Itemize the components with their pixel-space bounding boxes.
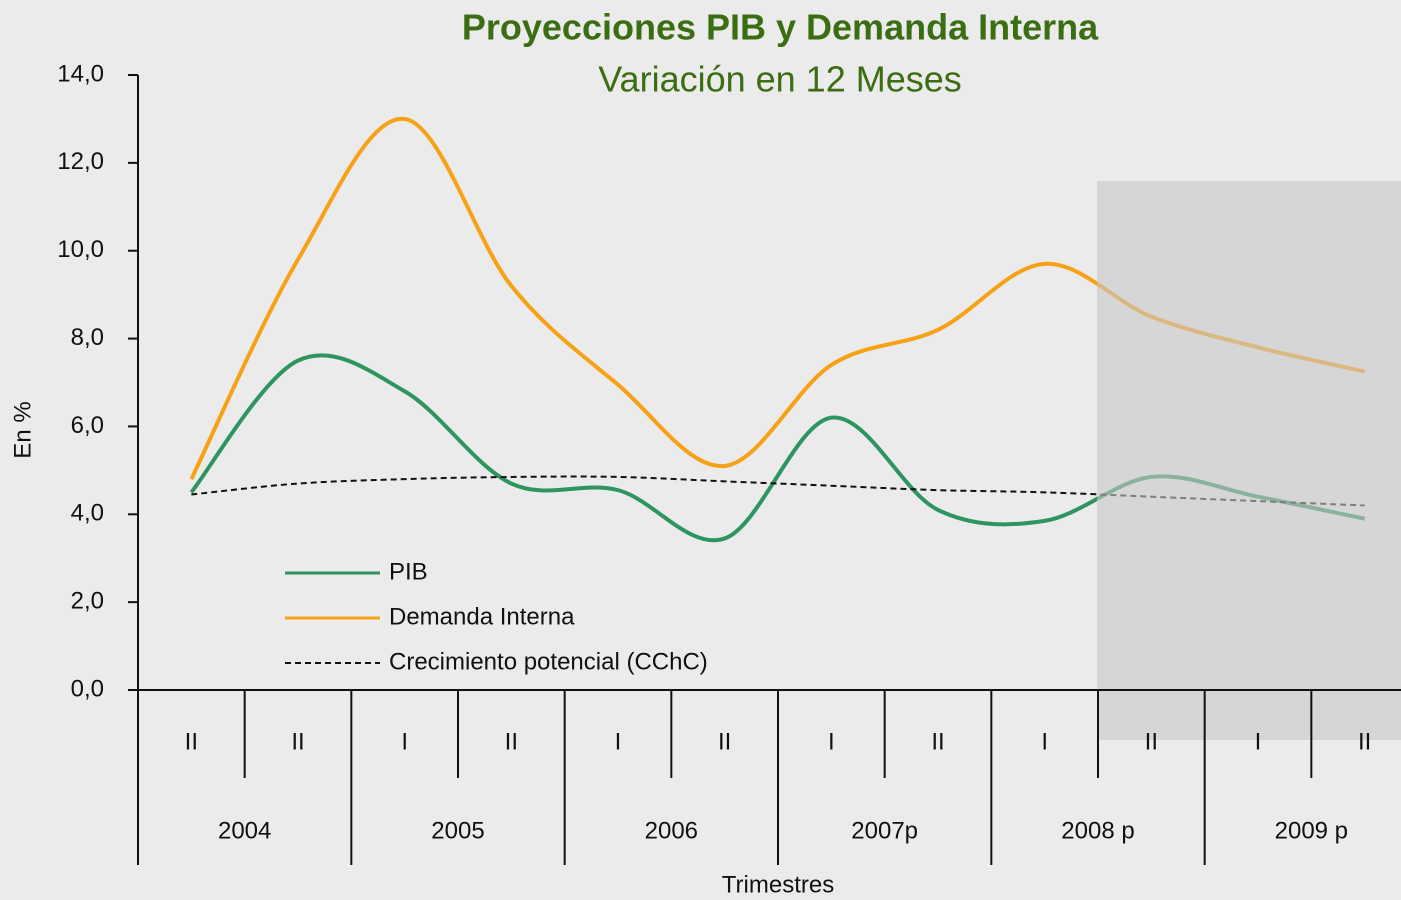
year-label: 2009 p bbox=[1275, 817, 1348, 844]
x-tick-label: I bbox=[401, 728, 408, 755]
x-tick-label: I bbox=[1041, 728, 1048, 755]
y-tick-label: 4,0 bbox=[71, 500, 104, 527]
y-tick-label: 2,0 bbox=[71, 587, 104, 614]
x-tick-label: I bbox=[1255, 728, 1262, 755]
x-tick-label: II bbox=[505, 728, 518, 755]
year-label: 2008 p bbox=[1061, 817, 1134, 844]
y-tick-label: 14,0 bbox=[57, 60, 104, 87]
year-label: 2005 bbox=[431, 817, 484, 844]
year-label: 2006 bbox=[645, 817, 698, 844]
y-tick-label: 8,0 bbox=[71, 324, 104, 351]
legend-label: Crecimiento potencial (CChC) bbox=[389, 648, 708, 675]
x-tick-label: I bbox=[615, 728, 622, 755]
y-tick-label: 6,0 bbox=[71, 412, 104, 439]
x-tick-label: II bbox=[931, 728, 944, 755]
year-label: 2007p bbox=[851, 817, 918, 844]
chart-subtitle: Variación en 12 Meses bbox=[598, 59, 962, 100]
legend-label: Demanda Interna bbox=[389, 603, 575, 630]
y-tick-label: 10,0 bbox=[57, 236, 104, 263]
x-tick-label: II bbox=[1145, 728, 1158, 755]
x-tick-label: I bbox=[828, 728, 835, 755]
x-axis-label: Trimestres bbox=[722, 871, 834, 898]
legend-label: PIB bbox=[389, 558, 428, 585]
x-tick-label: II bbox=[291, 728, 304, 755]
y-axis-label: En % bbox=[9, 401, 36, 458]
year-label: 2004 bbox=[218, 817, 271, 844]
projection-area bbox=[1097, 181, 1401, 740]
y-tick-label: 12,0 bbox=[57, 148, 104, 175]
x-tick-label: II bbox=[185, 728, 198, 755]
axes: 0,02,04,06,08,010,012,014,0II II I II I II I II… bbox=[57, 60, 1401, 865]
x-tick-label: II bbox=[718, 728, 731, 755]
y-tick-label: 0,0 bbox=[71, 675, 104, 702]
chart-title: Proyecciones PIB y Demanda Interna bbox=[462, 7, 1099, 48]
x-tick-label: II bbox=[1358, 728, 1371, 755]
